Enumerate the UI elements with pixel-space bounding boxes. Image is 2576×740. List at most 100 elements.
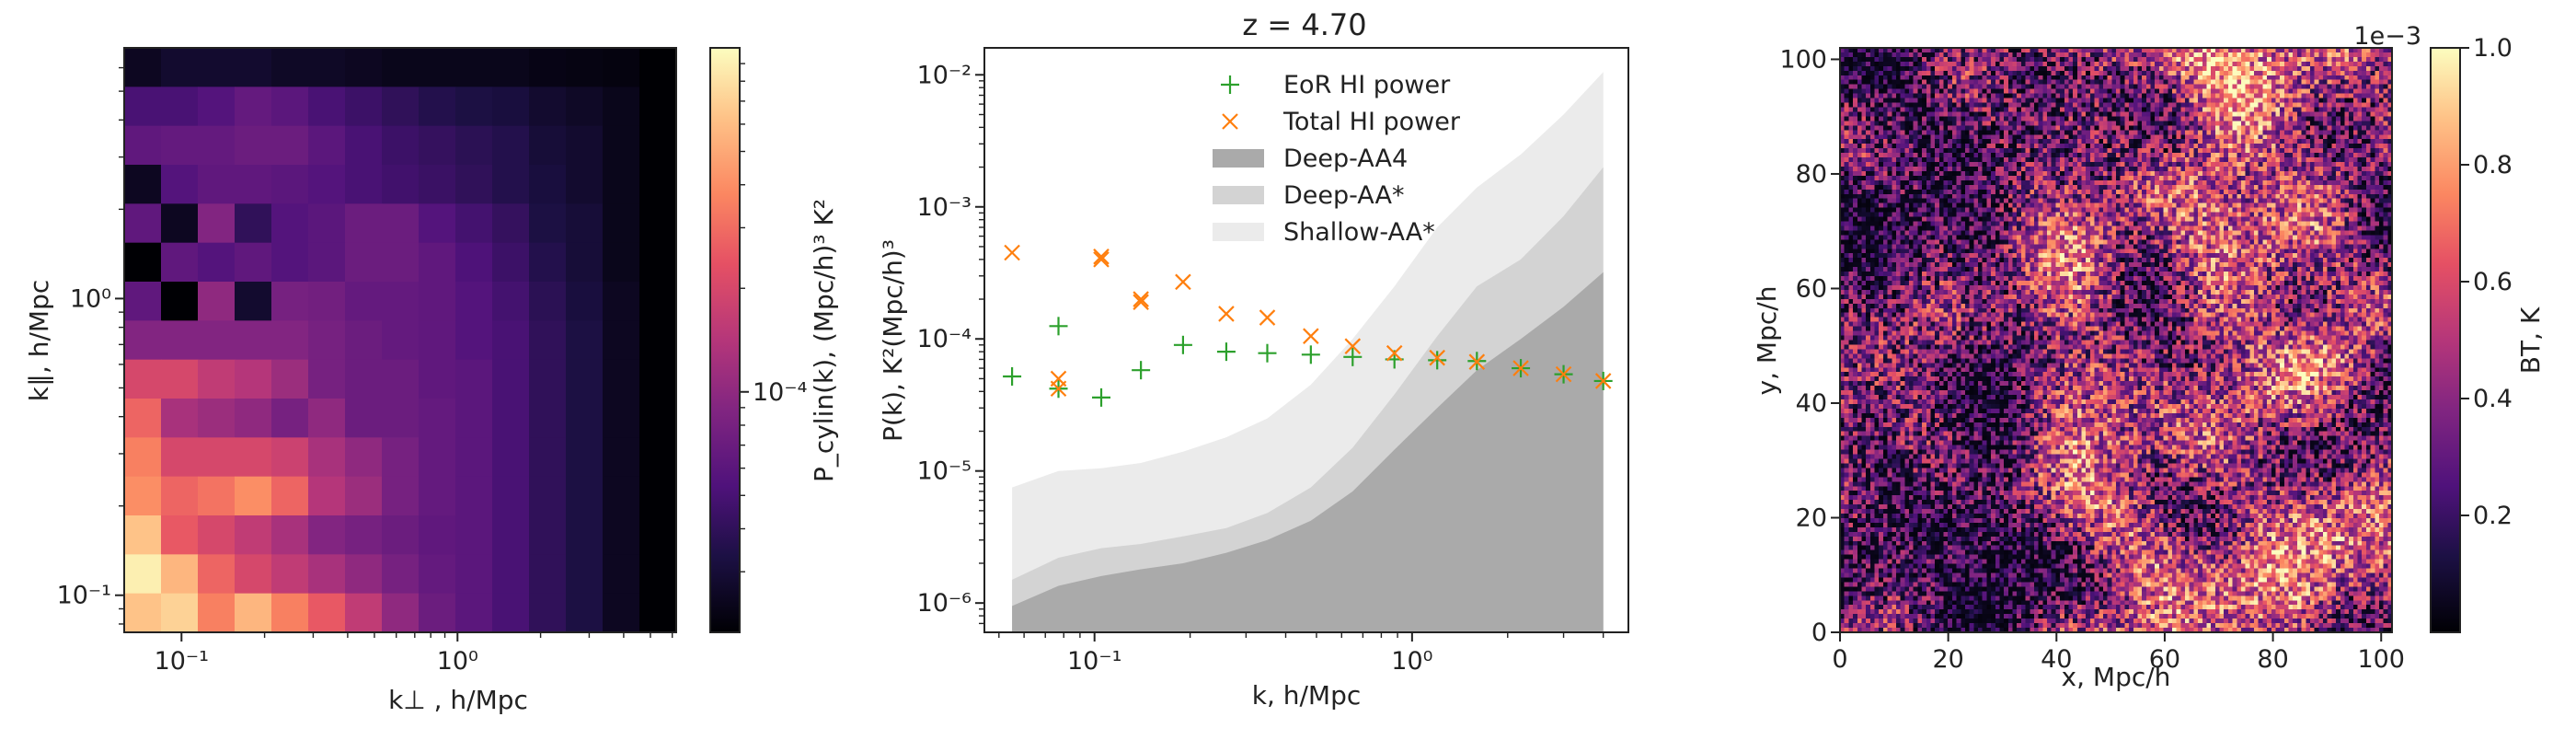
legend-label: EoR HI power [1283,71,1451,99]
heatmap-cell [603,203,640,244]
panel2-xtick-label: 10⁻¹ [1067,647,1121,676]
heatmap-cell [419,399,456,438]
eor-point [1428,351,1447,370]
panel1-colorbar-label: P_cylin(k), (Mpc/h)³ K² [809,199,839,482]
heatmap-cell [492,593,530,633]
heatmap-cell [345,242,383,283]
total-point [1512,360,1529,376]
heatmap-cell [639,282,677,321]
heatmap-cell [271,282,309,321]
panel3-xtick-label: 0 [1832,645,1847,674]
heatmap-cell [382,476,420,516]
heatmap-cell [455,359,493,399]
heatmap-cell [529,515,567,555]
heatmap-cell [566,320,604,361]
panel3-colorbar-frame [2430,47,2461,633]
heatmap-cell [419,165,456,204]
heatmap-cell [271,87,309,127]
heatmap-cell [198,87,236,127]
heatmap-cell [639,320,677,361]
panel1-xlabel: k⊥ , h/Mpc [388,685,528,715]
heatmap-cell [639,593,677,633]
heatmap-cell [308,359,346,399]
heatmap-cell [161,593,199,633]
heatmap-cell [566,282,604,321]
panel3-cbar-tick-label: 1.0 [2473,34,2513,63]
panel2-ytick-label: 10⁻³ [917,193,972,222]
heatmap-cell [603,359,640,399]
panel3-cbar-tick-label: 0.6 [2473,268,2513,296]
heatmap-cell [455,87,493,127]
legend-item: Total HI power [1222,108,1461,136]
heatmap-cell [235,554,272,595]
legend-label: Total HI power [1282,108,1461,136]
panel3-cbar-tick-label: 0.2 [2473,502,2513,530]
eor-point [1216,342,1236,362]
heatmap-cell [529,125,567,166]
heatmap-cell [198,554,236,595]
panel2-ticks: 10⁻¹ 10⁰ 10⁻⁶ 10⁻⁵ 10⁻⁴ 10⁻³ 10⁻² [917,61,1604,676]
heatmap-cell [566,437,604,478]
eor-point [1132,361,1151,380]
heatmap-cell [271,242,309,283]
heatmap-cell [198,476,236,516]
heatmap-cell [492,203,530,244]
panel3-ytick-label: 0 [1811,619,1827,647]
heatmap-cell [603,437,640,478]
heatmap-cell [455,203,493,244]
heatmap-cell [345,320,383,361]
heatmap-cell [639,48,677,87]
heatmap-cell [492,165,530,204]
total-point [1175,273,1191,291]
heatmap-cell [235,320,272,361]
heatmap-cell [235,87,272,127]
heatmap-cell [161,48,199,87]
panel2-xtick-label: 10⁰ [1391,647,1432,676]
heatmap-cell [419,515,456,555]
heatmap-cell [271,399,309,438]
heatmap-cell [382,87,420,127]
heatmap-cell [161,515,199,555]
heatmap-cell [271,203,309,244]
heatmap-cell [345,87,383,127]
heatmap-cell [455,48,493,87]
heatmap-cell [603,242,640,283]
eor-point [1343,347,1363,366]
heatmap-cell [492,125,530,166]
heatmap-cell [161,242,199,283]
legend-item: Shallow-AA* [1213,218,1435,247]
heatmap-cell [198,359,236,399]
heatmap-cell [603,320,640,361]
legend-item: Deep-AA4 [1213,145,1408,173]
heatmap-cell [271,476,309,516]
heatmap-cell [124,593,162,633]
panel1-colorbar-frame [709,47,741,633]
heatmap-cell [603,554,640,595]
total-point [1050,380,1067,398]
heatmap-cell [382,165,420,204]
heatmap-cell [529,359,567,399]
panel2-frame [983,47,1629,633]
heatmap-cell [345,554,383,595]
eor-point [1258,343,1277,363]
heatmap-cell [308,593,346,633]
panel-brightness-map: 0 20 40 60 80 100 0 20 40 60 80 100 x, Mpc/h y, Mpc… [1752,22,2546,692]
panel3-colorbar [2431,48,2460,632]
heatmap-cell [419,203,456,244]
heatmap-cell [198,203,236,244]
heatmap-cell [419,282,456,321]
heatmap-cell [124,203,162,244]
heatmap-cell [492,476,530,516]
heatmap-cell [566,125,604,166]
heatmap-cell [308,515,346,555]
heatmap-cell [566,242,604,283]
heatmap-cell [124,165,162,204]
total-point [1555,365,1572,383]
heatmap-cell [639,87,677,127]
heatmap-cell [308,320,346,361]
panel3-xtick-label: 60 [2149,645,2180,674]
heatmap-cell [492,282,530,321]
heatmap-cell [529,437,567,478]
panel3-ytick-label: 80 [1796,160,1827,189]
heatmap-cell [603,476,640,516]
